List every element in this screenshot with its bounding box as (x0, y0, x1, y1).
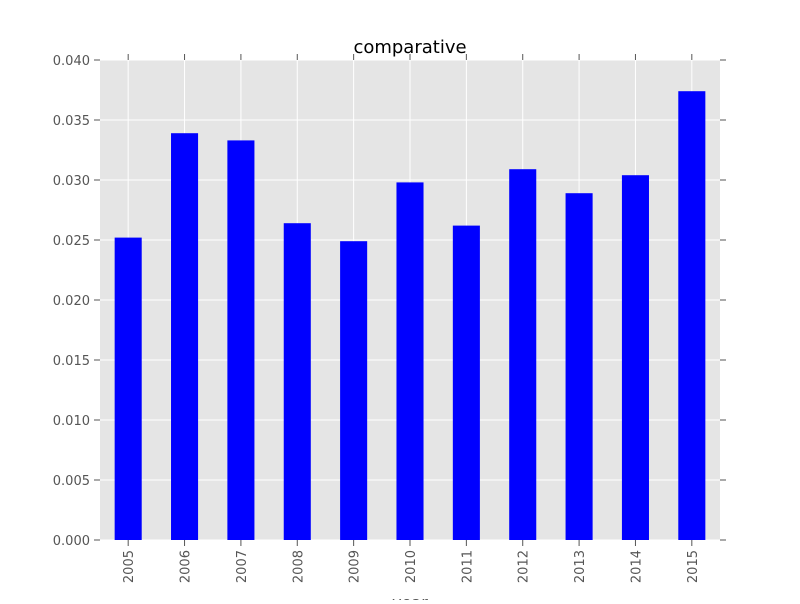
y-axis: 0.000 0.005 0.010 0.015 0.020 0.025 0.030 0.035… (53, 54, 726, 549)
x-tick-label: 2007 (235, 550, 250, 583)
x-tick-label: 2009 (348, 550, 363, 583)
x-tick-label: 2005 (122, 550, 137, 583)
bars (114, 91, 706, 540)
y-tick-label: 0.000 (53, 534, 90, 549)
x-tick-label: 2014 (629, 550, 644, 583)
x-tick-label: 2010 (404, 550, 419, 583)
bar-2013 (565, 193, 593, 540)
x-tick-label: 2008 (291, 550, 306, 583)
chart-title: comparative (353, 37, 466, 58)
y-tick-label: 0.040 (53, 54, 90, 69)
bar-2007 (227, 140, 255, 540)
bar-2012 (509, 169, 537, 540)
y-tick-label: 0.030 (53, 174, 90, 189)
bar-2006 (171, 133, 199, 540)
bar-2011 (452, 225, 480, 540)
y-tick-label: 0.010 (53, 414, 90, 429)
x-axis: 2005 2006 2007 2008 2009 2010 2011 2012 2013 2014… (122, 54, 701, 583)
bar-2010 (396, 182, 424, 540)
bar-2015 (678, 91, 706, 540)
bar-2005 (114, 237, 142, 540)
x-tick-label: 2013 (573, 550, 588, 583)
x-tick-label: 2011 (460, 550, 475, 583)
y-tick-label: 0.035 (53, 114, 90, 129)
y-tick-label: 0.025 (53, 234, 90, 249)
bar-2014 (621, 175, 649, 540)
bar-2009 (340, 241, 368, 540)
y-tick-label: 0.005 (53, 474, 90, 489)
y-tick-label: 0.015 (53, 354, 90, 369)
x-tick-label: 2006 (179, 550, 194, 583)
y-tick-label: 0.020 (53, 294, 90, 309)
x-tick-label: 2012 (517, 550, 532, 583)
x-axis-label: year (392, 593, 428, 600)
bar-2008 (283, 223, 311, 540)
x-tick-label: 2015 (686, 550, 701, 583)
